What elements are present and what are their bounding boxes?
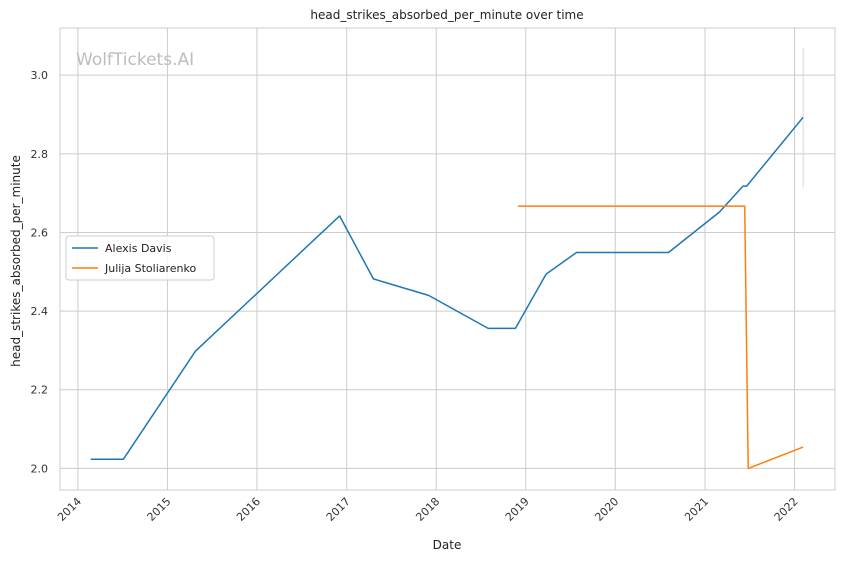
x-tick-labels: 2014 2015 2016 2017 2018 2019 2020 2021 2022: [55, 495, 801, 524]
legend-label: Julija Stoliarenko: [104, 262, 196, 275]
y-tick-label: 2.6: [31, 226, 49, 239]
x-tick-label: 2018: [413, 495, 442, 524]
y-tick-label: 3.0: [31, 69, 49, 82]
legend-box: [65, 235, 215, 281]
y-tick-label: 2.0: [31, 462, 49, 475]
x-tick-label: 2022: [772, 495, 801, 524]
legend-label: Alexis Davis: [105, 242, 172, 255]
x-tick-label: 2019: [503, 495, 532, 524]
x-tick-label: 2016: [234, 495, 263, 524]
grid: [60, 28, 835, 490]
legend: Alexis Davis Julija Stoliarenko: [65, 235, 215, 281]
y-tick-label: 2.8: [31, 148, 49, 161]
x-tick-label: 2014: [55, 495, 84, 524]
y-axis-title: head_strikes_absorbed_per_minute: [9, 155, 23, 367]
chart-title: head_strikes_absorbed_per_minute over ti…: [310, 8, 583, 22]
watermark: WolfTickets.AI: [76, 50, 194, 70]
x-tick-label: 2021: [682, 495, 711, 524]
y-tick-label: 2.2: [31, 384, 49, 397]
series-layer: [90, 47, 804, 470]
y-tick-label: 2.4: [31, 305, 49, 318]
x-tick-label: 2020: [592, 495, 621, 524]
y-tick-labels: 2.0 2.2 2.4 2.6 2.8 3.0: [31, 69, 49, 475]
x-tick-label: 2015: [145, 495, 174, 524]
series-line-1: [517, 205, 804, 470]
x-axis-title: Date: [433, 538, 462, 552]
series-line-0: [90, 116, 804, 461]
x-tick-label: 2017: [324, 495, 353, 524]
